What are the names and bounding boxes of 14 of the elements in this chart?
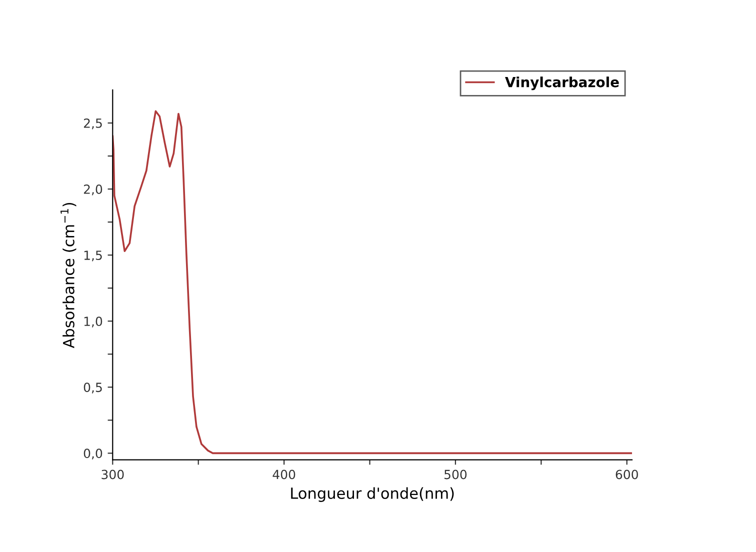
y-tick-label: 2,5 (84, 118, 102, 130)
y-tick-label: 0,0 (84, 448, 102, 460)
x-tick-label: 400 (272, 470, 296, 480)
x-tick-label: 600 (616, 470, 638, 480)
line-series (112, 110, 632, 454)
y-tick-label: 0,5 (84, 382, 102, 394)
y-tick-label: 1,5 (84, 250, 102, 262)
x-axis-title: Longueur d'onde(nm) (291, 487, 454, 502)
x-tick-label: 500 (444, 470, 467, 480)
y-axis-title: Absorbance (cm$^{−1}$) (60, 202, 76, 348)
x-tick-label: 300 (102, 470, 124, 480)
y-tick-label: 2,0 (84, 184, 102, 196)
y-tick-label: 1,0 (84, 316, 102, 328)
legend-label: Vinylcarbazole (505, 76, 619, 90)
